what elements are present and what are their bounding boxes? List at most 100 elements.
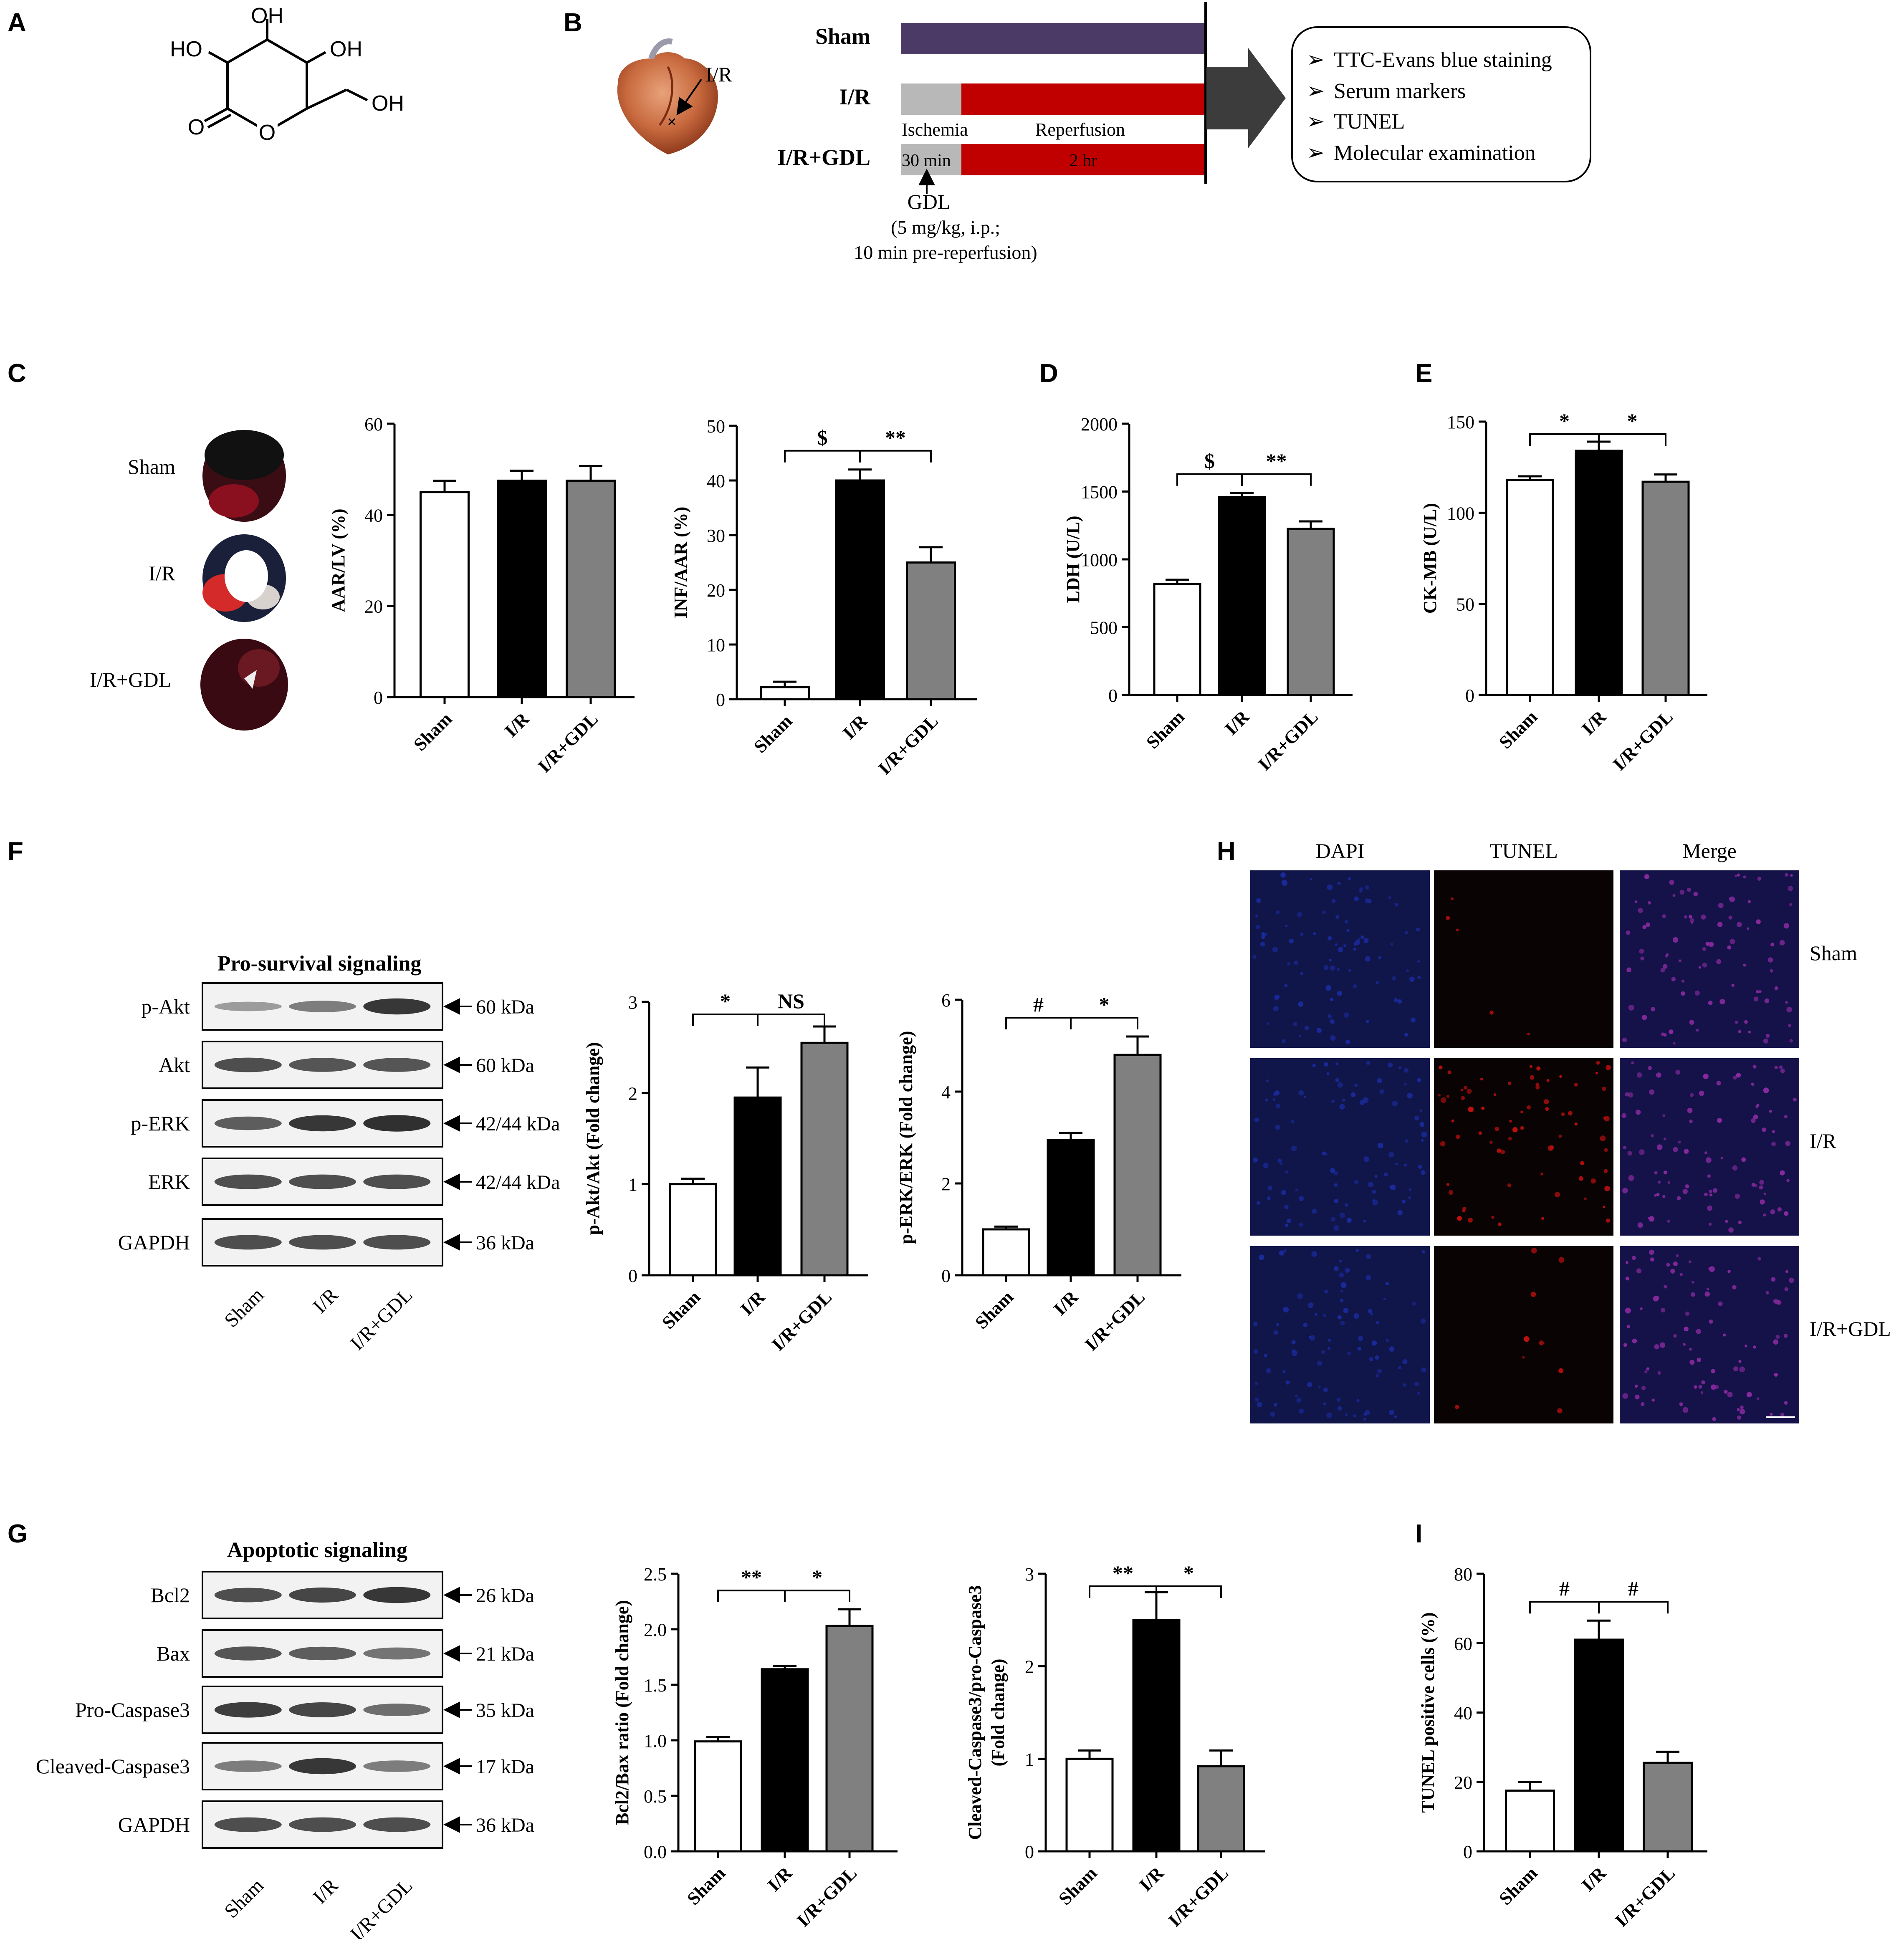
cell-nucleus <box>1354 1083 1358 1087</box>
cell-nucleus <box>1755 1105 1759 1108</box>
cell-nucleus <box>1783 923 1789 929</box>
cell-nucleus <box>1689 1119 1693 1123</box>
cell-nucleus <box>1751 1082 1755 1086</box>
chart-tunel-positive: 0 20 40 60 80 TUNEL positive cells (%) Sham I/R… <box>1418 1564 1707 1931</box>
cell-nucleus <box>1774 1299 1780 1304</box>
blot-band <box>289 1235 356 1250</box>
cell-nucleus <box>1763 1087 1769 1093</box>
chart-aar-lv: 0 20 40 60 AAR/LV (%) Sham I/R I/R+GDL <box>328 414 635 776</box>
cell-nucleus <box>1703 1073 1709 1079</box>
y-tick-label: 2.5 <box>644 1564 667 1585</box>
bar-sham <box>1505 1790 1555 1853</box>
cell-nucleus <box>1284 1249 1287 1252</box>
y-tick-label: 0.5 <box>644 1786 667 1807</box>
cell-nucleus <box>1363 1156 1369 1162</box>
cell-nucleus <box>1343 1012 1349 1018</box>
cell-nucleus <box>1707 1205 1713 1211</box>
cell-nucleus <box>1402 1359 1408 1365</box>
cell-nucleus <box>1279 1250 1285 1256</box>
blot-title: Apoptotic signaling <box>227 1538 407 1562</box>
cell-nucleus <box>1529 1065 1533 1068</box>
cell-nucleus <box>1312 1208 1317 1214</box>
blot-row-label: Pro-Caspase3 <box>75 1698 190 1722</box>
cell-nucleus <box>1707 1287 1709 1290</box>
cell-nucleus <box>1340 1289 1343 1292</box>
y-tick-label: 40 <box>1454 1703 1472 1724</box>
significance-left: ** <box>741 1565 762 1589</box>
cell-nucleus <box>1340 1298 1344 1302</box>
significance-left: $ <box>1204 449 1215 473</box>
bar-irgdl <box>1643 1762 1693 1853</box>
blot-lane-label: I/R <box>308 1874 342 1908</box>
cell-nucleus <box>1339 1212 1345 1219</box>
cell-nucleus <box>1395 1163 1398 1165</box>
cell-nucleus <box>1604 1148 1608 1152</box>
cell-nucleus <box>1625 1307 1631 1314</box>
cell-nucleus <box>1540 1172 1544 1176</box>
cell-nucleus <box>1451 1119 1454 1122</box>
cell-nucleus <box>1770 969 1773 973</box>
y-tick-label: 0 <box>716 690 725 710</box>
y-tick-label: 0 <box>1108 685 1118 706</box>
x-tick-label: Sham <box>1495 706 1541 753</box>
y-tick-label: 60 <box>364 414 383 435</box>
cell-nucleus <box>1665 955 1668 958</box>
cell-nucleus <box>1536 1066 1541 1071</box>
cell-nucleus <box>1702 947 1706 951</box>
cell-nucleus <box>1281 1190 1287 1195</box>
cell-nucleus <box>1662 964 1668 969</box>
cell-nucleus <box>1657 1371 1661 1375</box>
y-tick-label: 10 <box>707 635 725 655</box>
cell-nucleus <box>1346 929 1350 932</box>
cell-nucleus <box>1254 1382 1258 1385</box>
cell-nucleus <box>1705 942 1710 946</box>
blot-band <box>289 1817 356 1832</box>
cell-nucleus <box>1334 1198 1339 1203</box>
cell-nucleus <box>1259 1254 1264 1260</box>
micrograph-tunel-ir <box>1434 1058 1613 1236</box>
timeline: Sham I/R I/R+GDL Ischemia Reperfusion 30… <box>777 2 1591 263</box>
cell-nucleus <box>1651 1398 1655 1402</box>
x-tick-label: Sham <box>971 1287 1017 1333</box>
blot-row-label: ERK <box>148 1170 190 1193</box>
cell-nucleus <box>1546 1079 1550 1082</box>
cell-nucleus <box>1743 875 1746 879</box>
blot-size-label: 60 kDa <box>476 996 534 1018</box>
outcome-bullet-1: ➢ <box>1307 48 1325 72</box>
cell-nucleus <box>1252 955 1257 959</box>
blot-band <box>289 1758 356 1775</box>
bar-irgdl <box>566 479 616 698</box>
cell-nucleus <box>1389 1410 1395 1416</box>
cell-nucleus <box>1414 1381 1419 1386</box>
cell-nucleus <box>1769 1110 1772 1113</box>
cell-nucleus <box>1354 1180 1359 1185</box>
cell-nucleus <box>1623 1146 1627 1150</box>
blot-lane-label: Sham <box>220 1284 268 1332</box>
cell-nucleus <box>1497 1222 1502 1226</box>
cell-nucleus <box>1493 1093 1497 1096</box>
cell-nucleus <box>1700 1391 1704 1394</box>
cell-nucleus <box>1788 1277 1794 1283</box>
cell-nucleus <box>1699 1090 1704 1096</box>
cell-nucleus <box>1285 1224 1289 1227</box>
cell-nucleus <box>1297 912 1302 917</box>
x-tick-label: Sham <box>1054 1863 1101 1909</box>
cell-nucleus <box>1708 1267 1711 1270</box>
panel-label-g: G <box>8 1519 28 1548</box>
cell-nucleus <box>1337 1082 1343 1088</box>
cell-nucleus <box>1418 1165 1422 1169</box>
cell-nucleus <box>1333 1225 1339 1231</box>
cell-nucleus <box>1637 1222 1643 1228</box>
cell-nucleus <box>1375 981 1379 984</box>
cell-nucleus <box>1682 1407 1689 1413</box>
blot-band <box>214 1702 282 1718</box>
atom-oh-ch2: OH <box>372 91 404 116</box>
cell-nucleus <box>1446 916 1450 920</box>
cell-nucleus <box>1784 1211 1789 1216</box>
blot-band <box>214 1116 282 1130</box>
blot-title: Pro-survival signaling <box>217 952 422 976</box>
cell-nucleus <box>1377 1369 1382 1374</box>
cell-nucleus <box>1697 1358 1702 1363</box>
cell-nucleus <box>1385 1282 1389 1286</box>
cell-nucleus <box>1389 1185 1392 1188</box>
